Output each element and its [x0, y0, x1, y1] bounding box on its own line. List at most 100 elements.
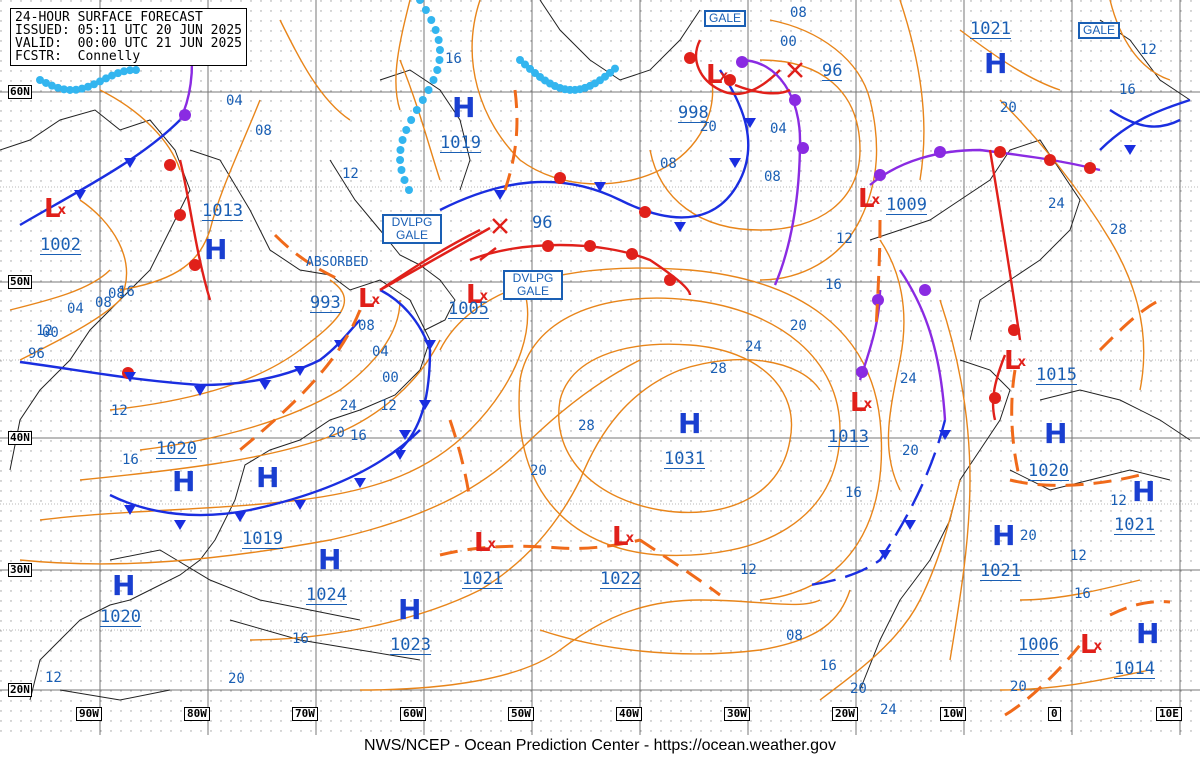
isobar-line: [99, 89, 181, 171]
ice-edge-dot: [611, 64, 619, 73]
valid-time: VALID: 00:00 UTC 21 JUN 2025: [15, 36, 242, 51]
longitude-label: 10W: [940, 707, 966, 721]
ice-edge-dot: [48, 81, 56, 90]
future-position-value: 96: [822, 61, 843, 81]
isobar-label: 12: [1110, 493, 1127, 509]
ice-edge-dot: [398, 136, 407, 144]
cold-front-barb: [294, 500, 306, 510]
high-pressure-value: 1021: [970, 19, 1011, 39]
longitude-label: 10E: [1156, 707, 1182, 721]
ice-edge-dot: [54, 83, 62, 92]
longitude-label: 40W: [616, 707, 642, 721]
isobar-line: [759, 19, 878, 281]
occluded-front-symbol: [736, 56, 748, 68]
warm-front-bump: [584, 240, 596, 252]
isobar-line: [999, 99, 1145, 391]
occluded-front-symbol: [874, 169, 886, 181]
ice-edge-dot: [60, 85, 68, 94]
front-line: [1099, 98, 1191, 151]
isobar-label: 20: [1020, 528, 1037, 544]
high-center: H: [204, 233, 228, 266]
storm-track-line: [379, 226, 491, 292]
absorbed-label: ABSORBED: [306, 255, 369, 270]
isobar-line: [119, 99, 261, 291]
front-line: [899, 269, 947, 421]
high-pressure-value: 1020: [1028, 461, 1069, 481]
ice-edge-dot: [435, 46, 444, 54]
cold-front-barb: [1124, 145, 1136, 155]
high-pressure-value: 1020: [100, 607, 141, 627]
latitude-label: 30N: [8, 563, 32, 577]
trough-line: [1109, 600, 1171, 617]
high-pressure-value: 1024: [306, 585, 347, 605]
front-line: [869, 148, 1101, 186]
cold-front-barb: [294, 366, 306, 376]
high-pressure-value: 1019: [440, 133, 481, 153]
cold-front-barb: [744, 118, 756, 128]
warm-front-bump: [994, 146, 1006, 158]
high-pressure-value: 1021: [980, 561, 1021, 581]
future-low-position: [787, 62, 803, 78]
trough-line: [1004, 644, 1082, 717]
storm-track-line: [734, 83, 791, 95]
ice-edge: [36, 0, 619, 194]
isobar-label: 20: [1010, 679, 1027, 695]
isobar-line: [539, 589, 851, 655]
isobar-label: 20: [850, 681, 867, 697]
high-pressure-value: 1023: [390, 635, 431, 655]
ice-edge-dot: [400, 176, 409, 184]
isobar-line: [471, 0, 714, 185]
coastline: [1039, 389, 1191, 441]
isobar-label: 16: [292, 631, 309, 647]
low-center: Lx: [612, 522, 634, 552]
future-position-value: 96: [532, 213, 553, 233]
low-pressure-value: 998: [678, 103, 709, 123]
front-line: [178, 159, 212, 301]
trough-line: [1009, 473, 1141, 487]
forecast-title: 24-HOUR SURFACE FORECAST: [15, 10, 203, 25]
cold-front-barb: [424, 340, 436, 350]
warm-front-bump: [542, 240, 554, 252]
coastline: [29, 149, 431, 701]
cold-front-barb: [729, 158, 741, 168]
cold-front-barb: [394, 450, 406, 460]
front-line: [19, 319, 361, 387]
isobar-line: [395, 0, 411, 111]
front-line: [988, 149, 1022, 341]
front-line: [379, 288, 432, 451]
ice-edge-dot: [435, 56, 444, 64]
isobar-labels: 1612040800960408121620242828242016120804…: [28, 5, 1157, 718]
future-low-position: [492, 218, 508, 234]
coastline: [109, 549, 361, 621]
ice-edge-dot: [433, 66, 442, 74]
cold-front-barb: [904, 520, 916, 530]
low-center: Lx: [850, 388, 872, 418]
trough-line: [639, 538, 721, 597]
isobar-label: 20: [228, 671, 245, 687]
isobar-label: 04: [770, 121, 787, 137]
ice-edge-dot: [421, 6, 430, 14]
warm-front-bump: [1008, 324, 1020, 336]
isobar-line: [1019, 579, 1141, 601]
low-pressure-value: 993: [310, 293, 341, 313]
developing-gale-warning: DVLPG GALE: [382, 214, 442, 244]
cold-front-barb: [74, 190, 86, 200]
isobar-label: 12: [36, 323, 53, 339]
isobar-line: [139, 299, 401, 451]
ice-edge-dot: [72, 85, 80, 94]
high-pressure-value: 1021: [1114, 515, 1155, 535]
low-pressure-value: 1002: [40, 235, 81, 255]
longitude-label: 20W: [832, 707, 858, 721]
isobar-label: 20: [1000, 100, 1017, 116]
developing-gale-warning: DVLPG GALE: [503, 270, 563, 300]
trough-line: [273, 233, 341, 282]
ice-edge-dot: [416, 0, 424, 4]
front-line: [1109, 109, 1181, 128]
isobar-label: 28: [578, 418, 595, 434]
isobar-label: 28: [1110, 222, 1127, 238]
isobar-line: [518, 297, 841, 557]
isobar-label: 16: [845, 485, 862, 501]
warm-front-bump: [164, 159, 176, 171]
high-center: H: [452, 91, 476, 124]
isobar-label: 04: [67, 301, 84, 317]
